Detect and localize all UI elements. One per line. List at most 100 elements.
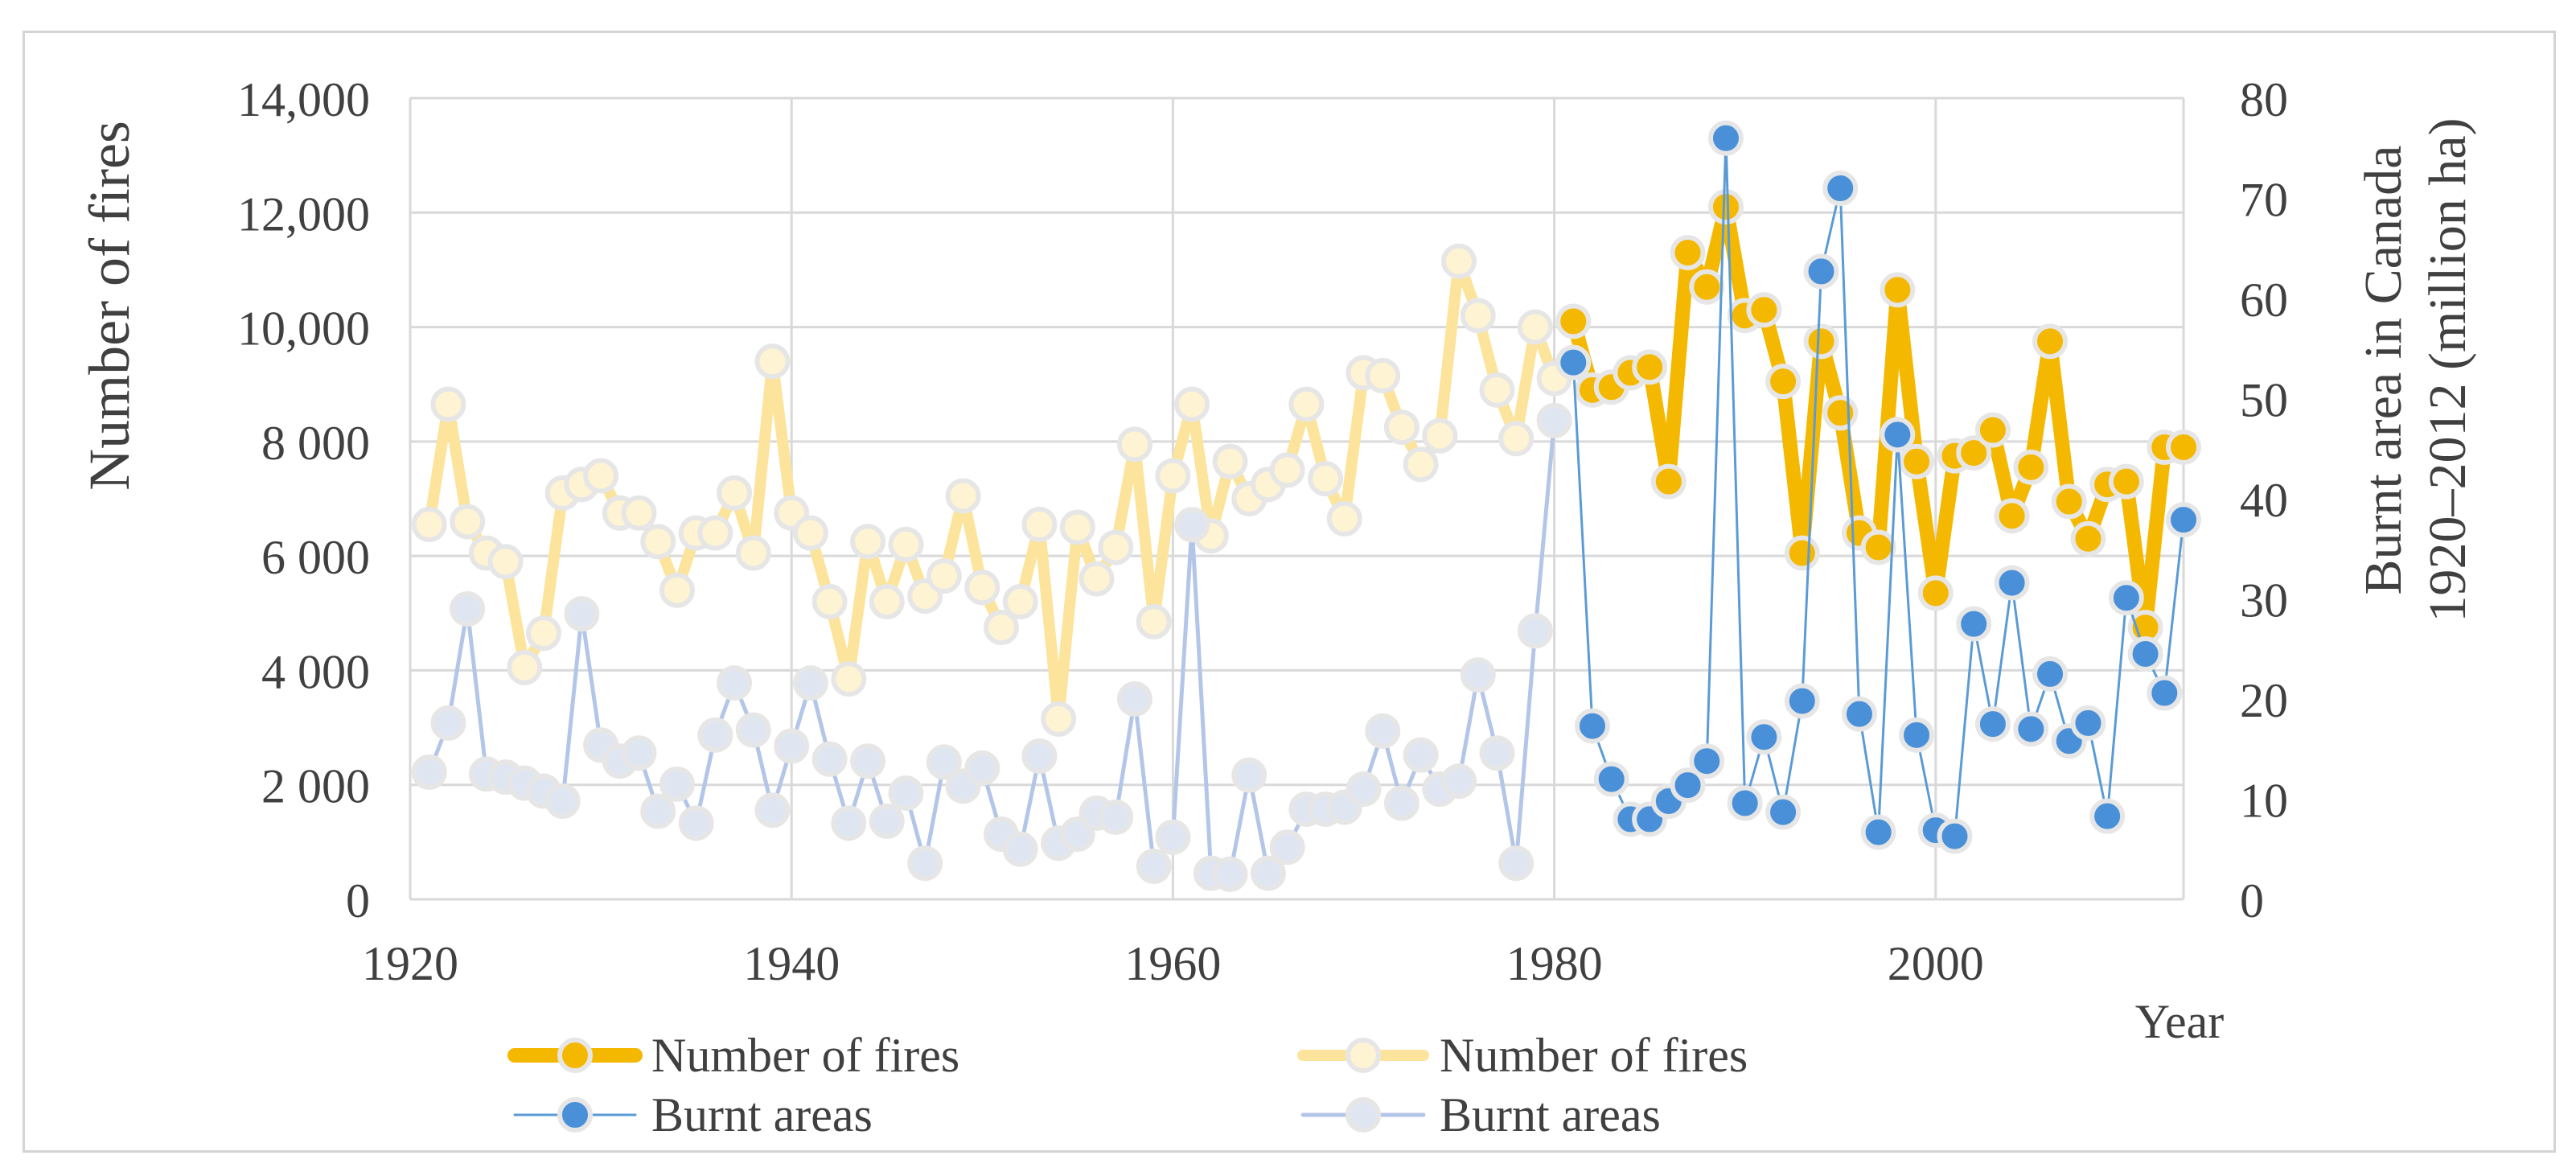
- legend-label: Burnt areas: [1440, 1088, 1661, 1141]
- data-point: [411, 754, 447, 790]
- data-point: [754, 343, 791, 380]
- y-left-tick-label: 14,000: [237, 73, 370, 126]
- data-point: [2013, 449, 2049, 485]
- y-right-tick-label: 30: [2240, 574, 2288, 627]
- data-point: [1899, 717, 1935, 753]
- data-point: [1937, 818, 1973, 854]
- data-point: [2032, 656, 2069, 692]
- data-point: [1707, 120, 1744, 156]
- data-point: [717, 475, 753, 511]
- data-point: [1250, 855, 1286, 891]
- data-point: [1326, 500, 1362, 537]
- data-point: [1136, 603, 1172, 639]
- data-point: [811, 741, 848, 777]
- legend-marker: [557, 1097, 593, 1133]
- data-point: [2013, 711, 2049, 747]
- data-point: [1517, 309, 1553, 345]
- data-point: [1784, 535, 1820, 571]
- data-point: [1116, 426, 1152, 463]
- data-point: [1002, 584, 1038, 620]
- data-point: [792, 665, 828, 701]
- x-tick-label: 2000: [1888, 937, 1984, 990]
- data-point: [1517, 613, 1553, 649]
- data-point: [659, 572, 695, 608]
- legend-marker: [1346, 1097, 1381, 1133]
- data-point: [1822, 171, 1859, 207]
- data-point: [1956, 606, 1992, 642]
- y-right-tick-label: 0: [2240, 874, 2264, 927]
- data-point: [850, 524, 886, 560]
- data-point: [1841, 696, 1877, 732]
- data-point: [583, 458, 619, 494]
- data-point: [1078, 561, 1115, 597]
- data-point: [1441, 243, 1477, 279]
- data-point: [1098, 529, 1134, 565]
- data-point: [888, 526, 924, 562]
- data-point: [1689, 269, 1725, 305]
- legend-marker: [1346, 1038, 1381, 1073]
- data-point: [1994, 565, 2030, 601]
- data-point: [754, 792, 791, 829]
- data-point: [735, 712, 771, 748]
- data-point: [1212, 856, 1248, 892]
- data-point: [850, 743, 886, 779]
- data-point: [487, 544, 524, 580]
- data-point: [869, 803, 905, 839]
- y-left-tick-label: 0: [346, 874, 370, 927]
- x-tick-label: 1980: [1506, 937, 1603, 990]
- data-point: [2166, 429, 2201, 465]
- data-point: [888, 775, 924, 812]
- data-point: [1860, 529, 1896, 565]
- data-point: [1974, 706, 2011, 742]
- data-point: [640, 524, 676, 560]
- data-point: [1136, 848, 1172, 884]
- y-right-axis-title-line2: 1920–2012 (million ha): [2418, 118, 2477, 623]
- data-point: [2070, 520, 2106, 557]
- data-point: [1746, 719, 1782, 755]
- x-tick-label: 1940: [743, 937, 840, 990]
- series-layer: [411, 120, 2201, 892]
- data-point: [2032, 323, 2069, 360]
- data-point: [411, 507, 447, 543]
- data-point: [430, 386, 466, 422]
- data-point: [1403, 446, 1439, 483]
- data-point: [1479, 735, 1515, 771]
- data-point: [1308, 461, 1344, 497]
- data-point: [1727, 785, 1763, 821]
- data-point: [1746, 292, 1782, 328]
- data-point: [621, 735, 657, 771]
- data-point: [2108, 463, 2144, 500]
- y-left-tick-label: 2 000: [261, 760, 370, 813]
- data-point: [869, 584, 905, 620]
- y-left-tick-label: 6 000: [261, 531, 370, 584]
- data-point: [2127, 635, 2163, 672]
- data-point: [1803, 323, 1839, 360]
- y-right-tick-label: 20: [2240, 674, 2288, 727]
- data-point: [1422, 417, 1458, 454]
- data-point: [2166, 502, 2201, 538]
- data-point: [544, 783, 581, 819]
- data-point: [831, 661, 867, 697]
- data-point: [1383, 785, 1419, 821]
- axes-layer: Number of fires Burnt area in Canada 192…: [77, 73, 2477, 1048]
- legend-label: Number of fires: [1440, 1029, 1748, 1082]
- data-point: [1765, 794, 1802, 830]
- data-point: [564, 596, 600, 632]
- y-right-tick-label: 60: [2240, 273, 2288, 327]
- legend-item: Number of fires: [507, 1029, 959, 1082]
- data-point: [1670, 767, 1706, 804]
- data-point: [1155, 819, 1191, 855]
- data-point: [2089, 798, 2126, 834]
- legend: Number of fires Number of fires Burnt area…: [507, 1029, 1748, 1141]
- data-point: [926, 744, 962, 780]
- data-point: [1460, 298, 1496, 334]
- data-point: [2108, 580, 2144, 616]
- data-point: [1974, 412, 2011, 448]
- data-point: [1460, 657, 1496, 693]
- data-point: [1346, 771, 1382, 808]
- y-left-axis-title: Number of fires: [77, 121, 142, 491]
- y-right-tick-label: 10: [2240, 775, 2288, 828]
- data-point: [1098, 799, 1134, 835]
- data-point: [1212, 443, 1248, 479]
